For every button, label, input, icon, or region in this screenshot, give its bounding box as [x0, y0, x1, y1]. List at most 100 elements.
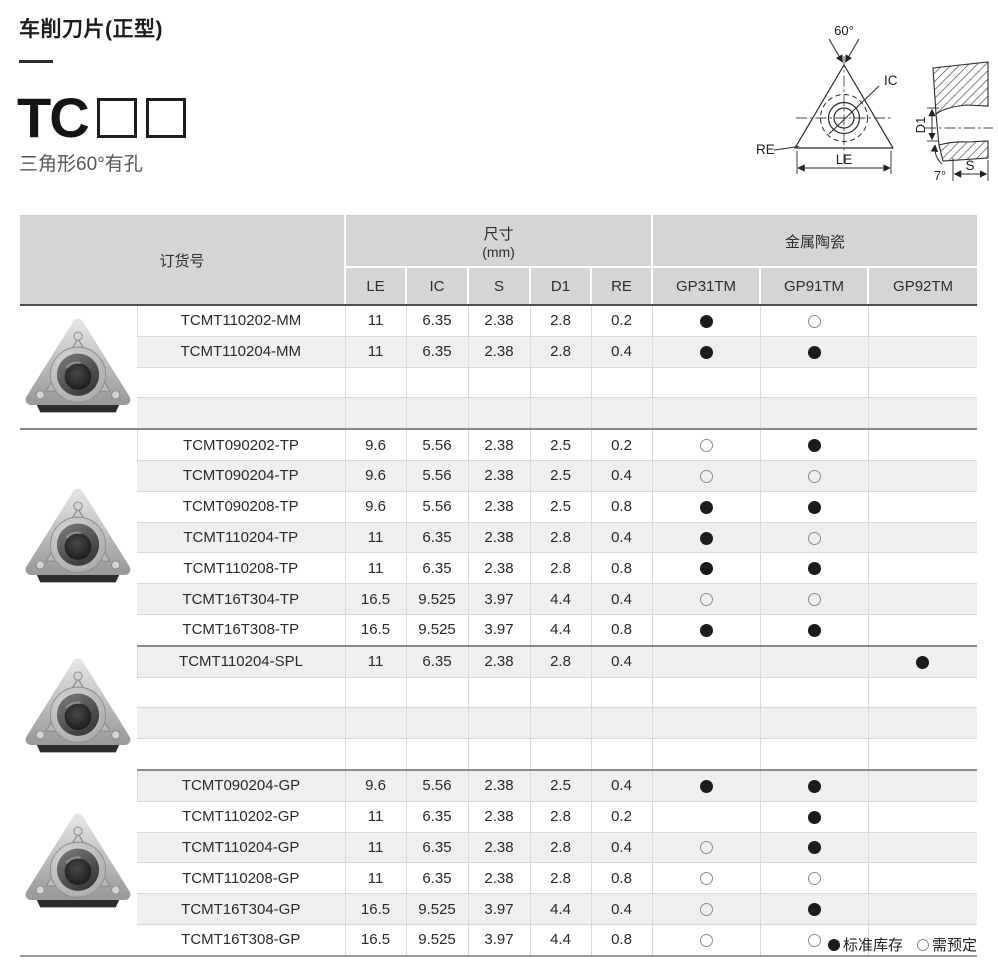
dimension-value: 9.6 — [344, 459, 407, 492]
dimension-value: 0.4 — [590, 644, 653, 678]
dimension-value: 4.4 — [529, 583, 592, 615]
dimension-value: 9.525 — [405, 893, 469, 925]
availability-cell — [759, 893, 869, 925]
availability-cell — [759, 676, 869, 708]
dimension-value: 0.4 — [590, 335, 653, 368]
availability-cell — [867, 521, 978, 553]
dimension-value — [590, 397, 653, 430]
dimension-value — [467, 366, 531, 398]
column-header-d1: D1 — [529, 266, 592, 306]
series-placeholder-box — [96, 98, 137, 138]
dims-unit-label: (mm) — [482, 243, 515, 260]
catalog-table-wrap: 订货号 尺寸 (mm) 金属陶瓷 LE IC S D1 RE GP31TM GP… — [20, 215, 978, 957]
dimension-value: 2.38 — [467, 490, 531, 523]
dimension-value: 9.6 — [344, 428, 407, 461]
dimension-value: 2.8 — [529, 862, 592, 894]
dimension-value: 5.56 — [405, 459, 469, 492]
dimension-value — [344, 366, 407, 398]
table-row: TCMT110204-GP 11 6.35 2.38 2.8 0.4 — [20, 831, 978, 863]
dimension-value: 2.38 — [467, 644, 531, 678]
availability-cell — [759, 397, 869, 430]
availability-cell — [867, 335, 978, 368]
stock-marker-filled — [699, 562, 713, 576]
availability-cell — [867, 366, 978, 398]
stock-marker-filled — [807, 810, 821, 824]
availability-cell — [759, 459, 869, 492]
availability-cell — [867, 893, 978, 925]
stock-marker-filled — [807, 779, 821, 793]
dimension-value: 2.38 — [467, 831, 531, 863]
column-group-dimensions: 尺寸 (mm) — [344, 215, 653, 267]
availability-cell — [867, 676, 978, 708]
legend-preorder-label: 需预定 — [931, 937, 977, 954]
dimension-value: 11 — [344, 303, 407, 337]
availability-cell — [759, 366, 869, 398]
dimension-value: 0.8 — [590, 490, 653, 523]
dimension-value: 0.8 — [590, 552, 653, 584]
order-number — [137, 676, 346, 708]
column-header-order: 订货号 — [20, 215, 346, 306]
dimension-value: 2.5 — [529, 768, 592, 802]
order-number: TCMT16T308-GP — [137, 923, 346, 956]
dimension-value — [344, 707, 407, 739]
availability-cell — [867, 583, 978, 615]
dimension-value: 2.38 — [467, 428, 531, 461]
table-row — [20, 397, 978, 430]
dimension-value: 11 — [344, 644, 407, 678]
insert-technical-drawing: 60° IC RE LE D1 7° S — [756, 23, 993, 183]
dimension-value: 6.35 — [405, 644, 469, 678]
availability-cell — [651, 459, 761, 492]
stock-marker-open — [699, 872, 713, 886]
product-group: TCMT110202-MM 11 6.35 2.38 2.8 0.2 TCMT110204-… — [20, 303, 978, 430]
dimension-value: 0.4 — [590, 768, 653, 802]
order-number: TCMT110204-TP — [137, 521, 346, 553]
table-row: TCMT16T304-GP 16.5 9.525 3.97 4.4 0.4 — [20, 893, 978, 925]
series-code-line: TC — [17, 90, 186, 146]
stock-legend: 标准库存 需预定 — [827, 934, 977, 955]
dimension-value: 4.4 — [529, 923, 592, 956]
stock-marker-open — [699, 903, 713, 917]
product-group: TCMT090204-GP 9.6 5.56 2.38 2.5 0.4 TCMT110202… — [20, 768, 978, 956]
dims-group-label: 尺寸 — [483, 225, 514, 243]
stock-marker-open — [807, 531, 821, 545]
availability-cell — [867, 738, 978, 770]
product-group: TCMT110204-SPL 11 6.35 2.38 2.8 0.4 — [20, 644, 978, 770]
table-row: TCMT110208-TP 11 6.35 2.38 2.8 0.8 — [20, 552, 978, 584]
dimension-value: 2.8 — [529, 303, 592, 337]
availability-cell — [759, 583, 869, 615]
dimension-value: 2.38 — [467, 521, 531, 553]
dimension-value: 3.97 — [467, 613, 531, 646]
dimension-value: 5.56 — [405, 490, 469, 523]
column-header-gp91tm: GP91TM — [759, 266, 869, 306]
availability-cell — [759, 303, 869, 337]
insert-photo-tcmt-spl — [20, 645, 137, 770]
availability-cell — [867, 428, 978, 461]
table-row: TCMT110204-MM 11 6.35 2.38 2.8 0.4 — [20, 335, 978, 368]
stock-marker-open — [807, 593, 821, 607]
table-row — [20, 676, 978, 708]
stock-marker-filled — [807, 439, 821, 453]
order-number: TCMT110202-GP — [137, 800, 346, 833]
column-header-le: LE — [344, 266, 407, 306]
availability-cell — [867, 613, 978, 646]
dimension-value — [529, 366, 592, 398]
dimension-value: 2.38 — [467, 303, 531, 337]
d1-label: D1 — [913, 117, 928, 134]
availability-cell — [759, 862, 869, 894]
dimension-value: 2.38 — [467, 459, 531, 492]
availability-cell — [759, 552, 869, 584]
order-number: TCMT110202-MM — [136, 303, 346, 337]
legend-standard-stock: 标准库存 — [827, 934, 903, 955]
stock-marker-filled — [807, 500, 821, 514]
availability-cell — [867, 303, 978, 337]
availability-cell — [651, 552, 761, 584]
availability-cell — [651, 923, 761, 956]
order-number — [137, 738, 346, 770]
availability-cell — [867, 800, 978, 833]
stock-marker-open — [699, 841, 713, 855]
availability-cell — [651, 335, 761, 368]
dimension-value: 6.35 — [405, 552, 469, 584]
dimension-value: 2.5 — [529, 428, 592, 461]
dimension-value: 16.5 — [344, 613, 407, 646]
dimension-value — [590, 738, 653, 770]
